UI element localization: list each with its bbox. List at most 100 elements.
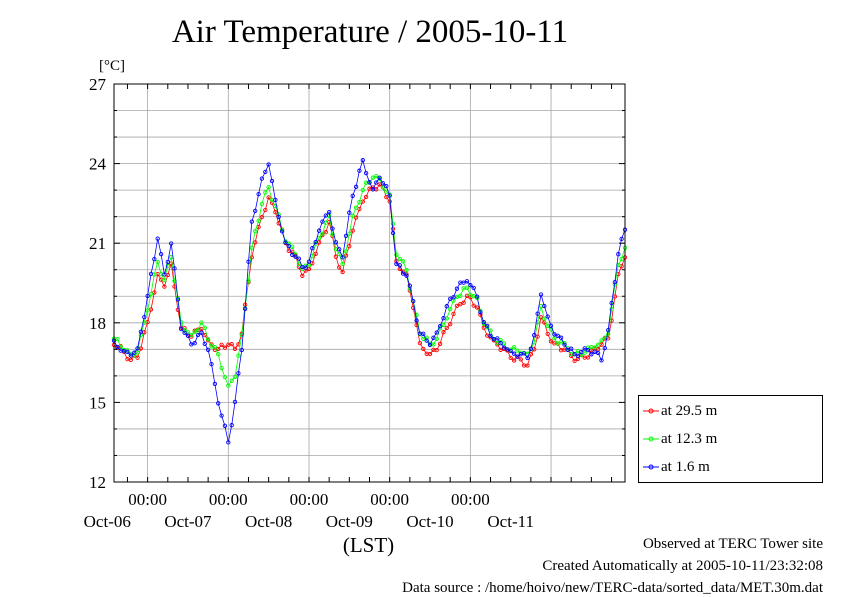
- data-point: [360, 158, 365, 163]
- data-point: [495, 336, 500, 341]
- data-point: [290, 252, 295, 258]
- data-point: [347, 244, 352, 249]
- data-point: [555, 333, 560, 338]
- data-point: [303, 265, 308, 270]
- data-point: [414, 318, 419, 323]
- data-point: [384, 194, 389, 200]
- data-point: [437, 324, 443, 329]
- data-point: [232, 346, 238, 351]
- series-line: [113, 175, 626, 387]
- data-point: [343, 253, 349, 258]
- data-point: [602, 345, 607, 351]
- data-point: [394, 252, 399, 257]
- data-point: [179, 326, 184, 332]
- data-point: [363, 170, 369, 176]
- data-point: [353, 205, 359, 210]
- data-point: [458, 302, 463, 307]
- data-point: [202, 325, 207, 330]
- data-point: [340, 255, 345, 260]
- data-point: [236, 353, 241, 358]
- data-point: [374, 180, 379, 185]
- data-point: [357, 168, 362, 173]
- data-point: [434, 330, 439, 335]
- data-point: [380, 181, 386, 186]
- data-point: [135, 346, 140, 351]
- data-point: [229, 378, 234, 383]
- data-point: [263, 207, 268, 213]
- data-point: [619, 236, 624, 242]
- data-point: [448, 322, 453, 327]
- data-point: [313, 239, 318, 245]
- x-date-label: Oct-08: [245, 512, 292, 531]
- data-point: [592, 345, 597, 350]
- data-point: [216, 401, 221, 406]
- data-point: [169, 261, 174, 266]
- data-point: [239, 347, 244, 353]
- data-point: [279, 229, 285, 234]
- data-point: [232, 399, 238, 405]
- data-point: [219, 413, 224, 418]
- data-point: [199, 330, 204, 335]
- data-point: [464, 285, 470, 290]
- data-point: [431, 335, 436, 340]
- data-point: [337, 247, 342, 252]
- data-point: [145, 293, 150, 299]
- data-point: [552, 332, 557, 337]
- data-point: [485, 323, 490, 329]
- legend: at 29.5 m at 12.3 m at 1.6 m: [638, 395, 823, 483]
- data-point: [138, 329, 144, 334]
- data-point: [525, 355, 530, 361]
- legend-label: at 29.5 m: [661, 403, 718, 419]
- data-point: [521, 351, 527, 356]
- data-point: [293, 254, 298, 259]
- data-point: [246, 259, 251, 264]
- data-point: [259, 214, 265, 220]
- data-point: [441, 330, 446, 335]
- data-point: [542, 316, 547, 321]
- data-point: [454, 303, 460, 309]
- data-point: [424, 338, 429, 343]
- data-point: [216, 351, 221, 357]
- data-point: [474, 305, 480, 310]
- data-point: [612, 279, 618, 285]
- data-point: [179, 320, 184, 325]
- data-point: [471, 285, 476, 291]
- data-point: [310, 246, 315, 251]
- data-point: [333, 254, 339, 259]
- legend-item-29-5m: at 29.5 m: [639, 401, 822, 421]
- data-point: [209, 361, 214, 367]
- data-point: [172, 266, 177, 271]
- data-point: [195, 332, 201, 338]
- data-point: [155, 259, 160, 265]
- data-point: [316, 228, 322, 233]
- x-time-label: 00:00: [290, 490, 329, 509]
- data-point: [216, 346, 221, 352]
- data-point: [256, 191, 261, 197]
- data-point: [185, 333, 191, 338]
- data-point: [474, 294, 480, 299]
- data-point: [404, 267, 409, 273]
- data-point: [300, 273, 305, 279]
- data-point: [411, 298, 416, 304]
- x-date-label: Oct-09: [326, 512, 373, 531]
- data-point: [128, 353, 133, 358]
- data-point: [374, 173, 379, 179]
- data-point: [273, 203, 278, 209]
- y-tick-label: 18: [89, 314, 106, 333]
- data-point: [538, 292, 544, 297]
- x-time-label: 00:00: [128, 490, 167, 509]
- data-point: [606, 332, 611, 337]
- data-point: [219, 365, 224, 371]
- data-point: [182, 330, 187, 336]
- data-point: [585, 347, 591, 353]
- data-point: [249, 245, 254, 251]
- data-point: [306, 259, 312, 264]
- data-point: [481, 320, 486, 325]
- data-point: [525, 363, 530, 368]
- data-point: [454, 286, 460, 291]
- data-point: [229, 423, 234, 428]
- data-point: [323, 213, 328, 218]
- data-point: [330, 226, 335, 231]
- x-time-label: 00:00: [370, 490, 409, 509]
- data-point: [256, 218, 261, 224]
